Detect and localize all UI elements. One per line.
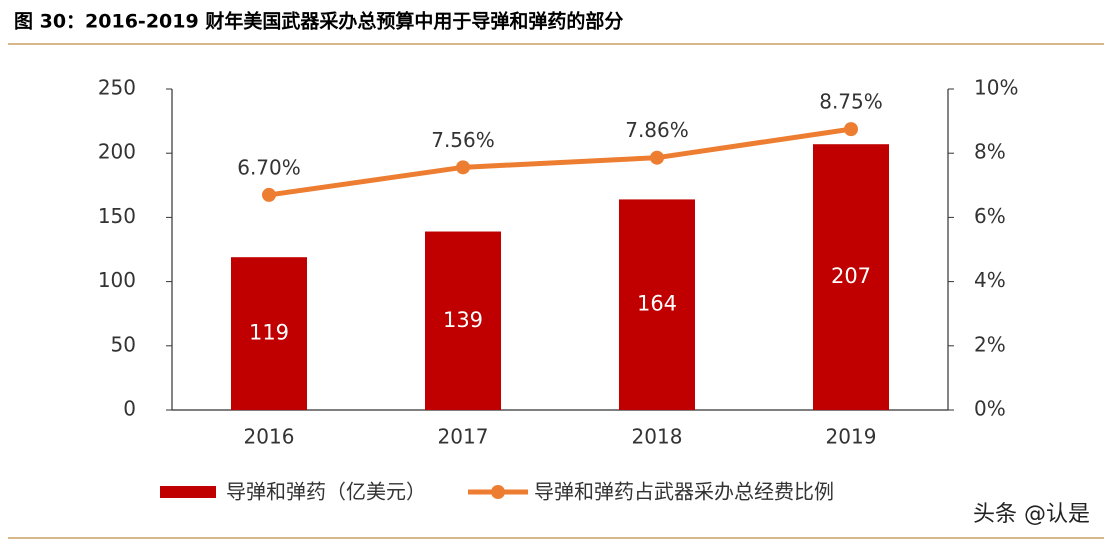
line-value-label: 7.86% xyxy=(625,118,689,142)
line-marker xyxy=(456,160,470,175)
bar-value-label: 164 xyxy=(637,292,677,316)
line-value-label: 6.70% xyxy=(237,155,301,179)
bar xyxy=(425,231,501,410)
chart-title: 图 30：2016-2019 财年美国武器采办总预算中用于导弹和弹药的部分 xyxy=(14,10,623,33)
bar-value-label: 139 xyxy=(443,308,483,332)
y-tick-label: 0 xyxy=(123,397,136,421)
line-value-label: 7.56% xyxy=(431,128,495,152)
bar-value-label: 119 xyxy=(249,321,289,345)
legend-marker xyxy=(491,485,505,499)
y2-tick-label: 6% xyxy=(974,204,1006,228)
y-tick-label: 250 xyxy=(98,76,136,100)
bar xyxy=(619,199,695,410)
y-tick-label: 50 xyxy=(111,332,136,356)
y2-tick-label: 2% xyxy=(974,332,1006,356)
line-marker xyxy=(844,122,858,137)
legend-label: 导弹和弹药（亿美元） xyxy=(226,480,426,504)
x-tick-label: 2018 xyxy=(632,425,683,449)
x-tick-label: 2016 xyxy=(244,425,295,449)
y-tick-label: 200 xyxy=(98,140,136,164)
line-value-label: 8.75% xyxy=(819,90,883,114)
y-tick-label: 150 xyxy=(98,204,136,228)
line-marker xyxy=(650,150,664,165)
y2-tick-label: 4% xyxy=(974,268,1006,292)
y2-tick-label: 0% xyxy=(974,397,1006,421)
line-marker xyxy=(262,187,276,202)
x-tick-label: 2019 xyxy=(826,425,877,449)
line xyxy=(268,126,852,198)
bar-value-label: 207 xyxy=(831,264,871,288)
legend-swatch xyxy=(160,486,216,498)
bar xyxy=(813,144,889,410)
y2-tick-label: 8% xyxy=(974,140,1006,164)
y2-tick-label: 10% xyxy=(974,76,1018,100)
watermark: 头条 @认是 xyxy=(973,502,1090,527)
bar xyxy=(231,257,307,410)
y-tick-label: 100 xyxy=(98,268,136,292)
x-tick-label: 2017 xyxy=(438,425,489,449)
legend-label: 导弹和弹药占武器采办总经费比例 xyxy=(534,480,834,504)
